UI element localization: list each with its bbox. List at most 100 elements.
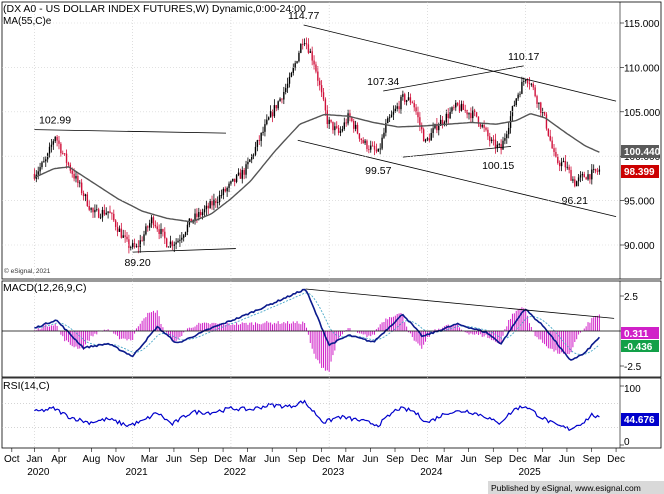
candle-body xyxy=(247,161,249,165)
price-candle xyxy=(285,83,287,95)
candle-body xyxy=(343,122,345,129)
candle-body xyxy=(92,208,94,213)
candle-body xyxy=(377,148,380,152)
candle-body xyxy=(358,133,361,139)
candle-body xyxy=(313,60,315,65)
price-candle xyxy=(218,190,221,206)
price-trendline xyxy=(383,65,524,92)
price-candle xyxy=(570,166,572,181)
price-candle xyxy=(483,120,485,133)
price-candle xyxy=(536,94,538,108)
price-candle xyxy=(585,176,587,180)
price-candle xyxy=(555,147,557,158)
candle-body xyxy=(587,174,589,180)
candle-body xyxy=(116,226,119,232)
candle-body xyxy=(45,159,47,162)
price-candle xyxy=(541,107,544,117)
candle-body xyxy=(558,162,561,167)
price-candle xyxy=(475,111,478,118)
candle-body xyxy=(581,174,584,176)
month-label: Sep xyxy=(583,454,601,465)
price-candle xyxy=(245,160,247,179)
month-label: Mar xyxy=(239,454,257,465)
month-label: Jun xyxy=(461,454,477,465)
candle-body xyxy=(419,117,421,125)
price-candle xyxy=(103,204,106,216)
candle-body xyxy=(492,139,495,141)
price-candle xyxy=(494,133,497,154)
candle-body xyxy=(296,61,298,64)
candle-body xyxy=(209,201,211,209)
candle-body xyxy=(388,117,391,119)
candle-body xyxy=(473,110,476,112)
candle-body xyxy=(118,228,121,232)
candle-body xyxy=(111,213,113,214)
price-trendline xyxy=(297,139,617,217)
candle-body xyxy=(167,246,170,248)
candle-body xyxy=(517,94,519,99)
price-candle xyxy=(530,82,533,87)
price-candle xyxy=(453,104,455,111)
price-candle xyxy=(464,104,466,113)
price-candle xyxy=(77,172,79,188)
candle-body xyxy=(407,97,410,101)
candle-body xyxy=(230,181,232,184)
price-candle xyxy=(334,122,336,136)
candle-body xyxy=(513,105,516,107)
price-candle xyxy=(387,116,389,124)
candle-body xyxy=(536,96,538,104)
candle-body xyxy=(256,140,259,147)
candle-body xyxy=(215,199,217,203)
month-label: Dec xyxy=(607,454,625,465)
price-candle xyxy=(487,127,489,140)
candle-body xyxy=(481,124,483,127)
footer-bar xyxy=(488,481,664,494)
candle-body xyxy=(487,129,489,137)
price-candle xyxy=(332,121,334,134)
candle-body xyxy=(286,83,289,89)
candle-body xyxy=(169,241,172,247)
price-candle xyxy=(152,215,155,229)
price-candle xyxy=(203,205,206,217)
candle-body xyxy=(428,138,431,141)
ma-label: MA(55,C)e xyxy=(3,16,52,27)
price-candle xyxy=(302,38,304,50)
candle-body xyxy=(564,160,567,168)
price-candle xyxy=(583,171,585,178)
candle-body xyxy=(577,177,580,182)
month-label: Jun xyxy=(264,454,280,465)
price-candle xyxy=(239,168,242,179)
price-candle xyxy=(158,224,160,240)
price-candle xyxy=(538,102,540,110)
price-candle xyxy=(307,38,310,55)
candle-body xyxy=(120,228,123,238)
macd-line xyxy=(34,288,601,361)
candle-body xyxy=(526,79,529,84)
price-candle xyxy=(568,164,570,174)
candle-body xyxy=(341,128,344,131)
price-candle xyxy=(186,221,189,236)
candle-body xyxy=(228,183,230,188)
candle-body xyxy=(131,243,134,248)
candle-body xyxy=(128,239,130,248)
price-candle xyxy=(101,206,104,222)
price-candle xyxy=(232,178,234,182)
candle-body xyxy=(243,170,245,175)
candle-body xyxy=(37,171,39,175)
candle-body xyxy=(143,234,145,241)
price-annotations: 102.99 89.20 114.77 107.34 99.57 110.17 100.15… xyxy=(39,10,588,269)
candle-body xyxy=(541,112,544,113)
price-candle xyxy=(596,167,599,175)
candle-body xyxy=(373,145,376,150)
rsi-value-tag-bg xyxy=(621,413,659,426)
candle-body xyxy=(568,166,570,170)
price-trendlines xyxy=(34,24,617,253)
price-candle xyxy=(364,138,366,146)
macd-trendline xyxy=(305,288,615,319)
year-label: 2025 xyxy=(518,467,541,478)
ma-value-tag-bg xyxy=(621,145,659,158)
candle-body xyxy=(292,67,294,73)
price-candle xyxy=(273,99,276,118)
candle-body xyxy=(269,111,272,118)
price-candle xyxy=(309,48,311,54)
